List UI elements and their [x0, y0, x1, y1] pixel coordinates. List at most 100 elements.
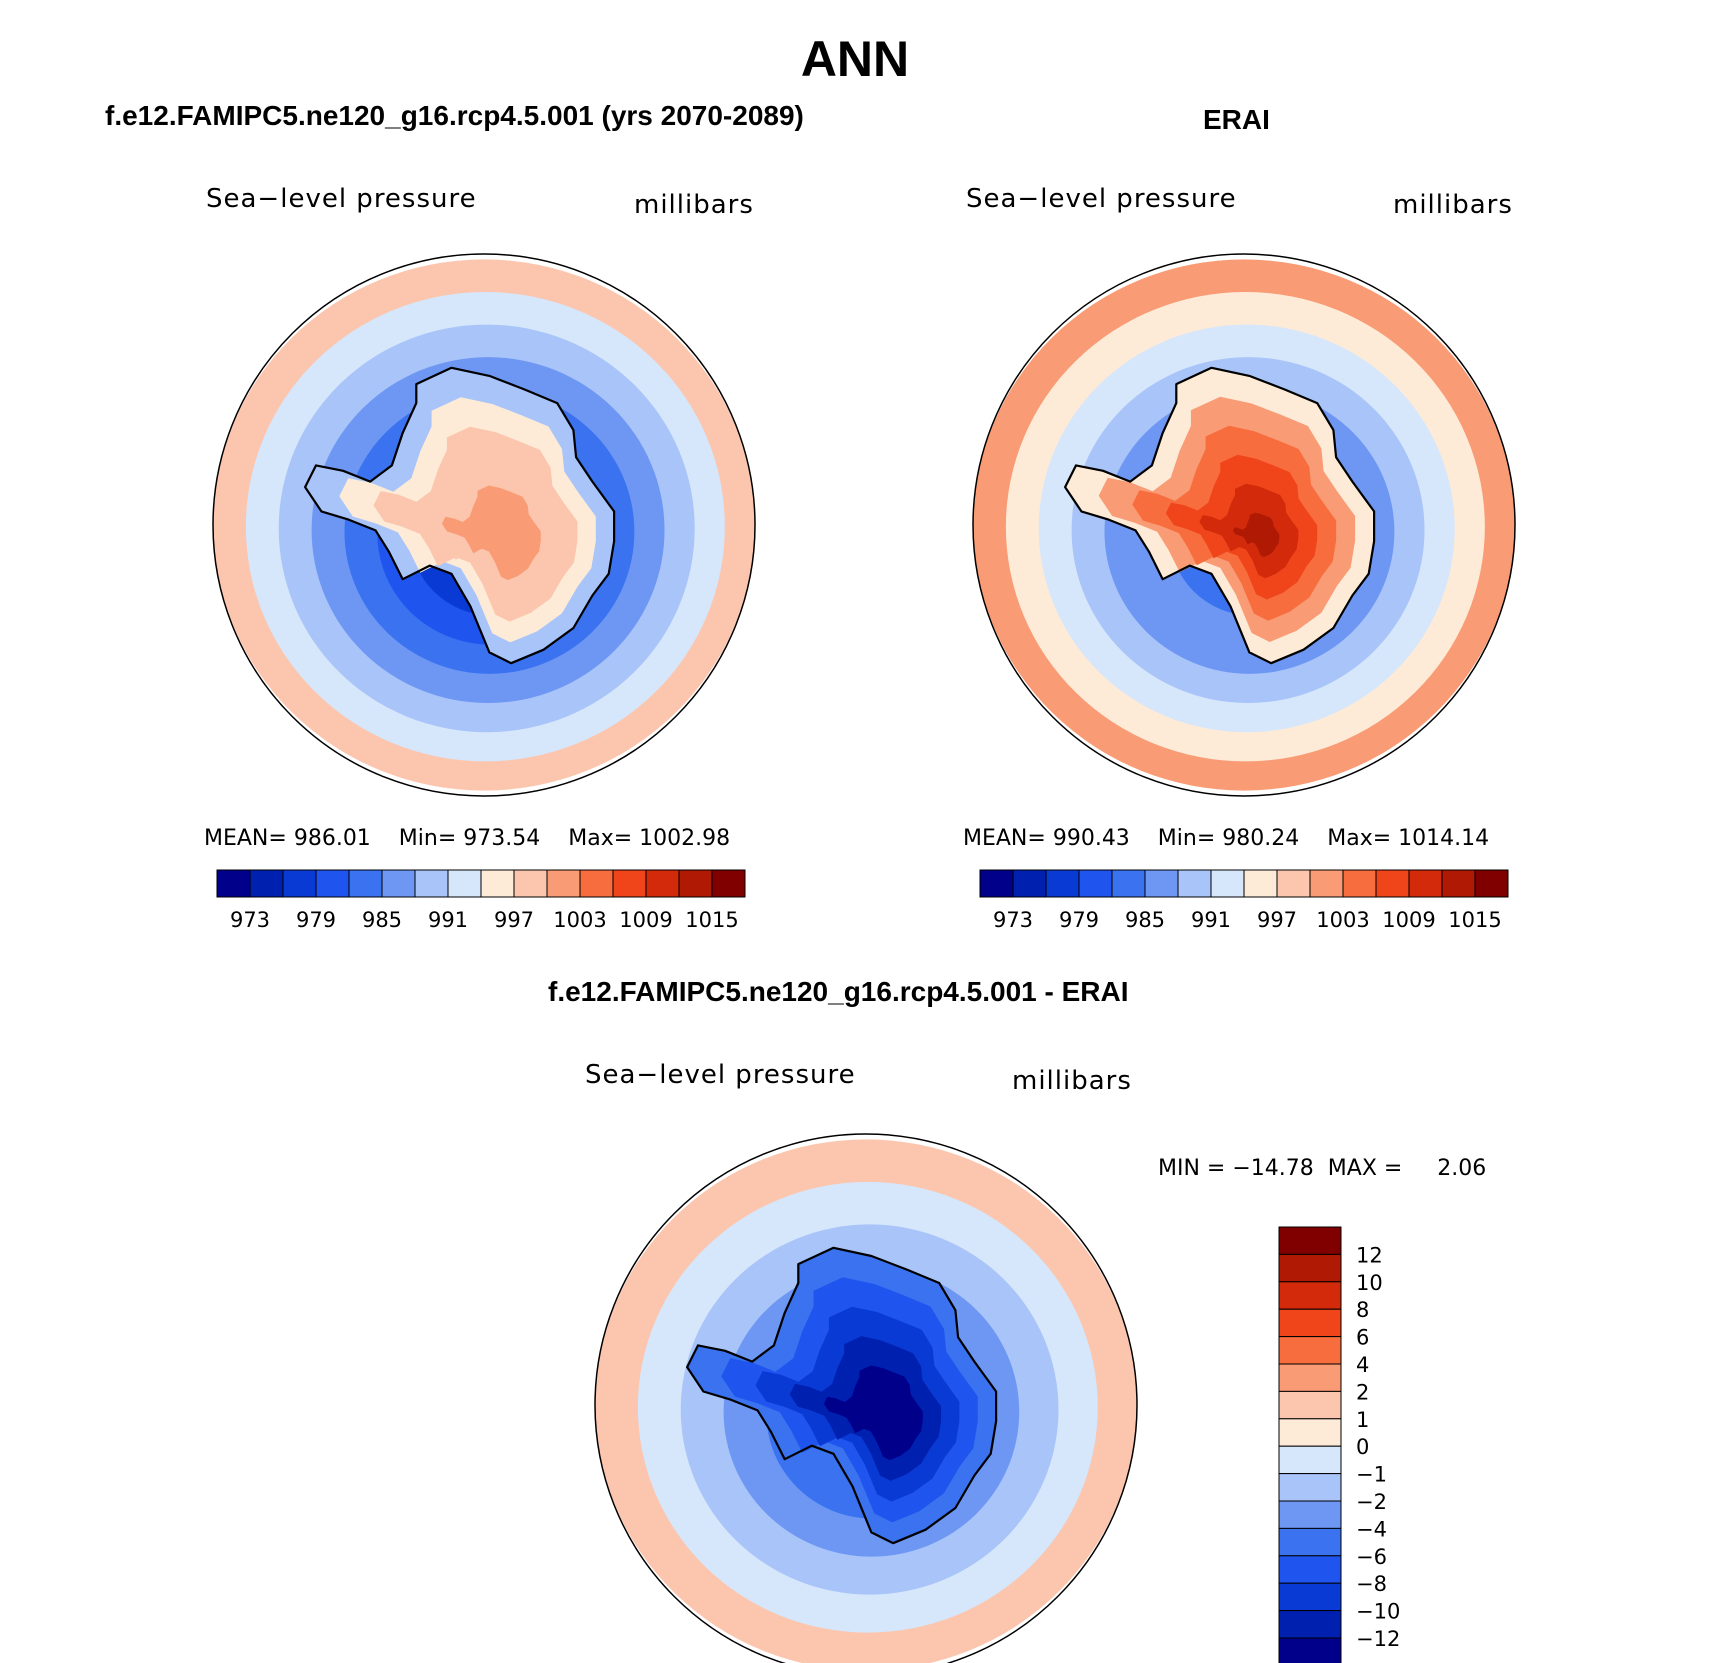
difference-panel-stats: MIN = −14.78 MAX = 2.06 [1158, 1156, 1486, 1181]
model-panel-contours [213, 259, 755, 791]
colorbar-swatch [1278, 1418, 1342, 1447]
colorbar-tick-label: −4 [1356, 1517, 1387, 1541]
colorbar-swatch [216, 869, 251, 898]
colorbar-tick-label: 997 [1257, 908, 1297, 932]
model-panel-colorbar: 973 979 985 991 997 1003 1009 1015 [216, 869, 746, 932]
map-boundary-circle [972, 253, 1516, 797]
colorbar-tick-label: 985 [362, 908, 402, 932]
colorbar-swatch [711, 869, 746, 898]
colorbar-tick-label: 1 [1356, 1408, 1369, 1432]
colorbar-tick-label: 979 [296, 908, 336, 932]
difference-min-label: MIN = [1158, 1156, 1226, 1181]
erai-mean-value: 990.43 [1052, 826, 1130, 851]
erai-max-value: 1014.14 [1398, 826, 1490, 851]
model-panel-units-label: millibars [634, 190, 754, 220]
colorbar-swatch [513, 869, 548, 898]
colorbar-tick-label: −8 [1356, 1572, 1387, 1596]
colorbar-swatch [315, 869, 350, 898]
colorbar-swatch [1474, 869, 1509, 898]
colorbar-swatch [1278, 1500, 1342, 1529]
colorbar-swatch [1278, 1473, 1342, 1502]
erai-panel-colorbar: 973 979 985 991 997 1003 1009 1015 [979, 869, 1509, 932]
colorbar-swatch [480, 869, 515, 898]
erai-min-value: 980.24 [1222, 826, 1300, 851]
colorbar-tick-label: 4 [1356, 1353, 1369, 1377]
difference-panel-map [594, 1133, 1138, 1663]
model-panel-variable-label: Sea−level pressure [206, 184, 477, 214]
difference-panel-units-label: millibars [1012, 1066, 1132, 1096]
map-boundary-circle [594, 1133, 1138, 1663]
erai-panel-stats: MEAN= 990.43 Min= 980.24 Max= 1014.14 [963, 826, 1489, 851]
colorbar-tick-label: −6 [1356, 1545, 1387, 1569]
colorbar-swatch [1278, 1336, 1342, 1365]
colorbar-tick-label: 1015 [685, 908, 738, 932]
model-min-value: 973.54 [463, 826, 541, 851]
colorbar-swatch [1278, 1445, 1342, 1475]
colorbar-swatch [1278, 1582, 1342, 1612]
colorbar-tick-label: 1003 [553, 908, 606, 932]
colorbar-swatch [1045, 869, 1080, 898]
map-boundary-circle [212, 253, 756, 797]
model-max-value: 1002.98 [639, 826, 731, 851]
model-mean-label: MEAN= [204, 826, 287, 851]
model-panel-map [212, 253, 756, 797]
colorbar-tick-label: 973 [230, 908, 270, 932]
erai-panel-continent-contour [1233, 512, 1280, 557]
figure-title: ANN [800, 31, 910, 87]
colorbar-swatch [1278, 1527, 1342, 1557]
colorbar-tick-label: 991 [428, 908, 468, 932]
model-mean-value: 986.01 [293, 826, 371, 851]
model-panel-stats: MEAN= 986.01 Min= 973.54 Max= 1002.98 [204, 826, 730, 851]
model-panel-title: f.e12.FAMIPC5.ne120_g16.rcp4.5.001 (yrs … [105, 100, 804, 131]
colorbar-tick-label: 1015 [1448, 908, 1501, 932]
colorbar-swatch [1243, 869, 1278, 898]
colorbar-swatch [1078, 869, 1113, 898]
erai-panel-title: ERAI [1203, 104, 1270, 135]
colorbar-swatch [1276, 869, 1311, 898]
colorbar-tick-label: −10 [1356, 1600, 1400, 1624]
colorbar-tick-label: 2 [1356, 1380, 1369, 1404]
colorbar-tick-label: −2 [1356, 1490, 1387, 1514]
difference-panel-contours [595, 1139, 1137, 1663]
difference-panel-continent-contour [823, 1365, 923, 1461]
colorbar-tick-label: 1003 [1316, 908, 1369, 932]
colorbar-swatch [1278, 1363, 1342, 1392]
colorbar-swatch [1375, 869, 1410, 898]
colorbar-swatch [678, 869, 713, 898]
erai-panel-contours [973, 259, 1515, 791]
colorbar-swatch [1012, 869, 1047, 898]
colorbar-tick-label: 985 [1125, 908, 1165, 932]
antarctica-coastline [304, 366, 616, 665]
colorbar-swatch [1441, 869, 1476, 898]
colorbar-swatch [1278, 1390, 1342, 1420]
colorbar-swatch [1278, 1610, 1342, 1639]
model-min-label: Min= [398, 826, 457, 851]
colorbar-tick-label: 0 [1356, 1435, 1369, 1459]
colorbar-swatch [348, 869, 383, 898]
colorbar-swatch [1278, 1226, 1342, 1255]
colorbar-tick-label: 6 [1356, 1326, 1369, 1350]
colorbar-swatch [1111, 869, 1146, 898]
model-max-label: Max= [568, 826, 633, 851]
colorbar-swatch [414, 869, 449, 898]
colorbar-tick-label: 12 [1356, 1243, 1383, 1267]
erai-panel-units-label: millibars [1393, 190, 1513, 220]
colorbar-swatch [1177, 869, 1212, 898]
colorbar-tick-label: 973 [993, 908, 1033, 932]
colorbar-tick-label: −1 [1356, 1463, 1387, 1487]
colorbar-swatch [612, 869, 647, 898]
difference-max-value: 2.06 [1437, 1156, 1487, 1181]
antarctica-coastline [686, 1246, 998, 1545]
colorbar-swatch [1278, 1308, 1342, 1338]
colorbar-tick-label: 997 [494, 908, 534, 932]
colorbar-swatch [1342, 869, 1377, 898]
colorbar-swatch [979, 869, 1014, 898]
colorbar-swatch [1278, 1281, 1342, 1310]
difference-panel-variable-label: Sea−level pressure [585, 1060, 856, 1090]
colorbar-swatch [1144, 869, 1179, 898]
colorbar-tick-label: 1009 [619, 908, 672, 932]
colorbar-tick-label: 8 [1356, 1298, 1369, 1322]
colorbar-tick-label: 1009 [1382, 908, 1435, 932]
